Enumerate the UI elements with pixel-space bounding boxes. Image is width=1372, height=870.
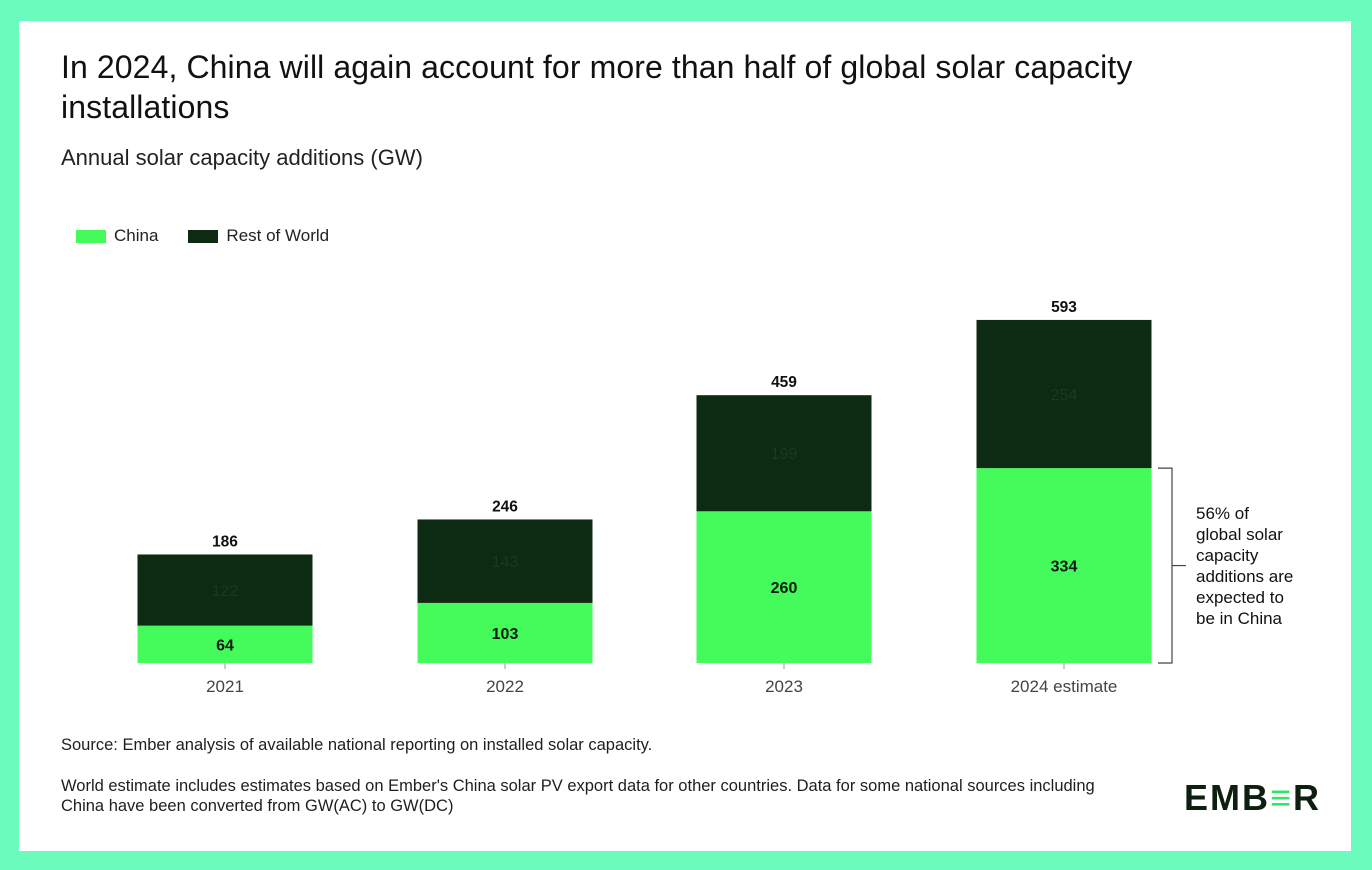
bar-value-label: 334 — [1051, 559, 1078, 576]
annotation-text: expected to — [1196, 588, 1284, 607]
bar-china — [976, 468, 1152, 663]
legend-item-china: China — [76, 226, 158, 246]
bar-total-label: 459 — [771, 374, 797, 391]
bar-rest-of-world — [976, 319, 1152, 469]
bar-china — [417, 602, 593, 663]
chart-card: In 2024, China will again account for mo… — [19, 21, 1351, 851]
bar-value-label: 103 — [492, 626, 519, 643]
legend-swatch-rest-of-world — [188, 229, 219, 243]
annotation-text: 56% of — [1196, 504, 1249, 523]
bar-value-label: 64 — [216, 637, 234, 654]
stacked-bar-chart: 64 122 186 2021 103 143 246 2022 260 199 459 2023 33… — [137, 299, 1293, 696]
annotation-text: additions are — [1196, 567, 1293, 586]
ember-logo: EMB≡R — [1184, 777, 1322, 818]
legend-item-rest-of-world: Rest of World — [188, 226, 329, 246]
x-tick-label: 2021 — [206, 677, 244, 696]
bar-rest-of-world — [696, 395, 872, 512]
bar-value-label: 143 — [492, 554, 519, 571]
methodology-note: World estimate includes estimates based … — [61, 777, 1095, 815]
x-tick-label: 2022 — [486, 677, 524, 696]
annotation-text: capacity — [1196, 546, 1259, 565]
chart-title: In 2024, China will again account for mo… — [61, 49, 1133, 125]
x-tick-label: 2024 estimate — [1011, 677, 1118, 696]
bar-rest-of-world — [417, 519, 593, 603]
bar-china — [696, 511, 872, 663]
bar-total-label: 593 — [1051, 299, 1077, 316]
annotation-text: global solar — [1196, 525, 1283, 544]
annotation-bracket — [1158, 467, 1173, 664]
legend-label-china: China — [114, 226, 159, 245]
x-tick-label: 2023 — [765, 677, 803, 696]
bar-total-label: 186 — [212, 533, 238, 550]
source-note: Source: Ember analysis of available nati… — [61, 736, 653, 754]
annotation-text: be in China — [1196, 609, 1283, 628]
bar-china — [137, 625, 313, 663]
bar-value-label: 199 — [771, 446, 798, 463]
bar-rest-of-world — [137, 554, 313, 626]
bar-value-label: 260 — [771, 580, 798, 597]
bar-total-label: 246 — [492, 498, 518, 515]
legend-swatch-china — [76, 229, 106, 243]
legend: China Rest of World — [76, 226, 329, 246]
bar-value-label: 122 — [212, 583, 239, 600]
bar-value-label: 254 — [1051, 387, 1078, 404]
legend-label-rest-of-world: Rest of World — [226, 226, 330, 245]
chart-subtitle: Annual solar capacity additions (GW) — [61, 145, 423, 170]
